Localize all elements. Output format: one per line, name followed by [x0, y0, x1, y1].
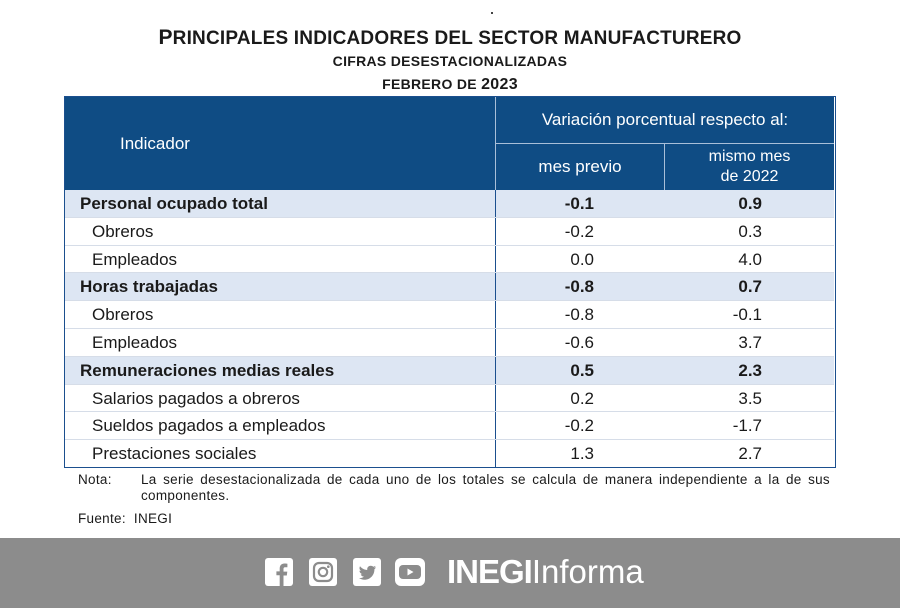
prev-month-value: 0.5 [570, 360, 594, 380]
source-value: INEGI [133, 511, 173, 526]
column-header-indicator: Indicador [120, 134, 190, 153]
source-line: Fuente: INEGI [78, 511, 172, 526]
period-label: FEBRERO DE 2023 [382, 76, 518, 93]
row-label: Salarios pagados a obreros [92, 388, 300, 408]
same-month-value: 2.3 [738, 360, 762, 380]
table-row: Horas trabajadas -0.8 0.7 [65, 273, 834, 302]
row-label: Prestaciones sociales [92, 444, 257, 464]
footer-bar: INEGIInforma [0, 538, 900, 608]
row-label: Remuneraciones medias reales [80, 360, 335, 380]
source-label: Fuente: [78, 511, 126, 526]
facebook-icon[interactable] [265, 558, 293, 586]
row-label: Empleados [92, 249, 178, 269]
header-divider [664, 144, 665, 190]
same-month-value: 0.9 [738, 194, 762, 213]
header-divider [496, 143, 834, 144]
header-divider [495, 97, 496, 190]
column-header-same-month: mismo mes de 2022 [708, 148, 791, 185]
same-month-value: 3.5 [738, 388, 762, 408]
instagram-icon[interactable] [309, 558, 337, 586]
prev-month-value: -0.6 [564, 332, 594, 352]
table-row: Remuneraciones medias reales 0.5 2.3 [65, 356, 834, 385]
row-label: Sueldos pagados a empleados [92, 416, 326, 436]
table-row: Empleados 0.0 4.0 [65, 245, 834, 274]
decorative-dot [491, 12, 493, 14]
prev-month-value: 0.0 [570, 249, 594, 269]
table-row: Personal ocupado total -0.1 0.9 [65, 190, 834, 218]
note-text: La serie desestacionalizada de cada uno … [141, 472, 830, 503]
prev-month-value: -0.1 [564, 194, 594, 213]
table-row: Empleados -0.6 3.7 [65, 328, 834, 357]
same-month-value: 3.7 [738, 332, 762, 352]
column-header-variation: Variación porcentual respecto al: [541, 110, 789, 129]
prev-month-value: -0.2 [564, 416, 594, 436]
same-month-value: -0.1 [732, 305, 762, 325]
prev-month-value: -0.8 [564, 305, 594, 325]
page-title: PRINCIPALES INDICADORES DEL SECTOR MANUF… [158, 26, 742, 49]
same-month-value: 0.7 [738, 277, 762, 297]
inegi-informa-logo: INEGIInforma [447, 553, 644, 590]
prev-month-value: 1.3 [570, 444, 594, 464]
row-label: Empleados [92, 332, 178, 352]
row-label: Personal ocupado total [80, 194, 268, 213]
table-header: Indicador Variación porcentual respecto … [65, 97, 834, 190]
prev-month-value: -0.2 [564, 221, 594, 241]
row-label: Horas trabajadas [80, 277, 218, 297]
table-row: Obreros -0.2 0.3 [65, 217, 834, 246]
table-row: Prestaciones sociales 1.3 2.7 [65, 440, 834, 468]
same-month-value: 0.3 [738, 221, 762, 241]
prev-month-value: 0.2 [570, 388, 594, 408]
same-month-value: 4.0 [738, 249, 762, 269]
row-label: Obreros [92, 221, 154, 241]
same-month-value: 2.7 [738, 444, 762, 464]
table-row: Obreros -0.8 -0.1 [65, 301, 834, 329]
column-header-prev-month: mes previo [538, 157, 622, 176]
page-subtitle: CIFRAS DESESTACIONALIZADAS [332, 53, 568, 69]
prev-month-value: -0.8 [564, 277, 594, 297]
table-row: Sueldos pagados a empleados -0.2 -1.7 [65, 412, 834, 441]
table-body: Personal ocupado total -0.1 0.9 Obreros -0.… [65, 190, 834, 468]
table-row: Salarios pagados a obreros 0.2 3.5 [65, 384, 834, 413]
youtube-icon[interactable] [395, 558, 425, 586]
indicators-table: Indicador Variación porcentual respecto … [64, 96, 836, 468]
note-label: Nota: [78, 472, 112, 487]
twitter-icon[interactable] [353, 558, 381, 586]
same-month-value: -1.7 [732, 416, 762, 436]
row-label: Obreros [92, 305, 154, 325]
